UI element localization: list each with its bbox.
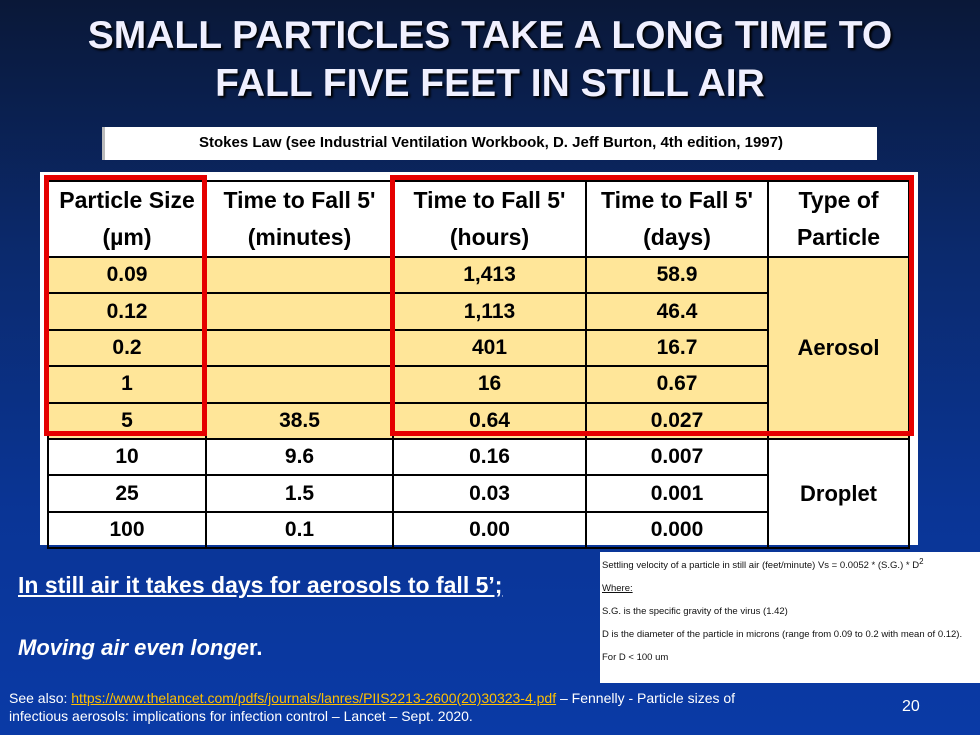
table-row: 0.2 401 16.7: [47, 328, 909, 368]
table-cell: 46.4: [585, 292, 769, 331]
table-cell: 0.64: [392, 401, 587, 440]
table-cell: 0.007: [585, 437, 769, 477]
table-cell: [205, 328, 394, 368]
formula-sg: S.G. is the specific gravity of the viru…: [602, 606, 788, 618]
column-header: Time to Fall 5' (hours): [392, 180, 587, 258]
table-cell: 1: [47, 365, 207, 404]
table-row: 1 16 0.67: [47, 365, 909, 404]
table-cell: 0.03: [392, 474, 587, 513]
table-cell: 0.67: [585, 365, 769, 404]
table-row: 10 9.6 0.16 0.007 Droplet: [47, 437, 910, 550]
column-header: Type of Particle: [767, 180, 910, 258]
table-cell: 10: [47, 437, 207, 477]
column-header: Time to Fall 5' (days): [585, 180, 769, 258]
table-cell: 100: [47, 510, 207, 550]
header-line: Type of: [798, 187, 879, 213]
slide-title: SMALL PARTICLES TAKE A LONG TIME TO FALL…: [0, 12, 980, 108]
table-cell: 0.16: [392, 437, 587, 477]
particle-type-cell: Aerosol: [767, 256, 910, 440]
table-cell: 0.12: [47, 292, 207, 331]
table-cell: 5: [47, 401, 207, 440]
header-line: Particle: [796, 224, 881, 250]
page-number: 20: [902, 698, 920, 715]
table-cell: 0.000: [585, 510, 769, 550]
table-cell: 1,413: [392, 255, 587, 295]
table-row: 0.09 1,413 58.9 Aerosol: [47, 255, 910, 440]
table-cell: 0.00: [392, 510, 587, 550]
table-cell: 401: [392, 328, 587, 368]
moving-air-statement: Moving air even longer.: [18, 635, 263, 661]
table-cell: 25: [47, 474, 207, 513]
table-cell: [205, 292, 394, 331]
table-cell: 58.9: [585, 255, 769, 295]
table-cell: [205, 365, 394, 404]
formula-line: Settling velocity of a particle in still…: [602, 556, 978, 571]
table-cell: 0.1: [205, 510, 394, 550]
table-cell: 1,113: [392, 292, 587, 331]
header-line: (µm): [102, 224, 152, 250]
table-cell: 38.5: [205, 401, 394, 440]
footer-reference: See also: https://www.thelancet.com/pdfs…: [9, 689, 769, 725]
moving-air-italic: Moving air even longe: [18, 635, 250, 660]
table-cell: 16: [392, 365, 587, 404]
table-row: 100 0.1 0.00 0.000: [47, 510, 909, 550]
footer-rest: – Fennelly - Particle sizes of infectiou…: [9, 690, 736, 724]
table-cell: 0.001: [585, 474, 769, 513]
title-line-2: FALL FIVE FEET IN STILL AIR: [215, 62, 765, 105]
header-line: (minutes): [247, 224, 352, 250]
table-cell: 0.2: [47, 328, 207, 368]
lancet-link[interactable]: https://www.thelancet.com/pdfs/journals/…: [71, 690, 557, 706]
settling-time-table: Particle Size (µm) Time to Fall 5' (minutes…: [40, 172, 918, 550]
table-row: 25 1.5 0.03 0.001: [47, 474, 909, 513]
header-line: Particle Size: [59, 187, 195, 213]
formula-where: Where:: [602, 583, 633, 595]
formula-exponent: 2: [919, 557, 924, 566]
table-cell: 0.027: [585, 401, 769, 440]
table-cell: 1.5: [205, 474, 394, 513]
formula-limit: For D < 100 um: [602, 652, 669, 664]
header-line: (days): [643, 224, 711, 250]
aerosol-statement: In still air it takes days for aerosols …: [18, 572, 503, 598]
header-line: Time to Fall 5': [600, 187, 754, 213]
title-line-1: SMALL PARTICLES TAKE A LONG TIME TO: [87, 14, 893, 57]
table-cell: 16.7: [585, 328, 769, 368]
formula-box: Settling velocity of a particle in still…: [600, 552, 980, 683]
column-header: Time to Fall 5' (minutes): [205, 180, 394, 258]
formula-text: Settling velocity of a particle in still…: [602, 560, 920, 572]
moving-air-rest: r.: [249, 635, 263, 660]
particle-type-cell: Droplet: [767, 437, 910, 550]
column-header: Particle Size (µm): [47, 180, 207, 258]
header-line: Time to Fall 5': [223, 187, 376, 213]
table-cell: [205, 255, 394, 295]
header-line: (hours): [449, 224, 530, 250]
header-line: Time to Fall 5': [413, 187, 566, 213]
footer-prefix: See also:: [9, 690, 72, 706]
stokes-law-caption: Stokes Law (see Industrial Ventilation W…: [102, 127, 877, 160]
table-cell: 9.6: [205, 437, 394, 477]
table-cell: 0.09: [47, 255, 207, 295]
formula-d: D is the diameter of the particle in mic…: [602, 629, 963, 641]
